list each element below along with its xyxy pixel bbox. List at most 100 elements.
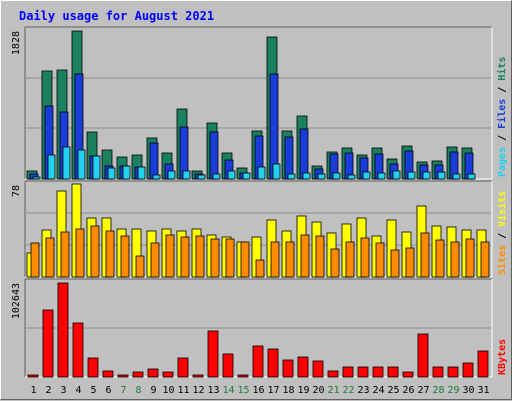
legend-entry: Files xyxy=(496,99,508,135)
x-tick-label-day-10: 10 xyxy=(162,385,174,396)
bar-sites-day-17 xyxy=(270,241,280,278)
bar-sites-day-16 xyxy=(255,259,265,278)
bar-sites-day-2 xyxy=(45,237,55,278)
bar-pages-day-27 xyxy=(422,171,431,180)
x-tick-label-day-29: 29 xyxy=(447,385,459,396)
bar-sites-day-27 xyxy=(420,232,430,278)
bar-kbytes-day-4 xyxy=(72,322,84,378)
x-tick-label-day-27: 27 xyxy=(417,385,429,396)
x-tick-label-day-31: 31 xyxy=(477,385,489,396)
bar-kbytes-day-1 xyxy=(27,374,39,378)
bar-pages-day-4 xyxy=(77,149,86,180)
bar-sites-day-1 xyxy=(30,242,40,278)
legend-entry: / xyxy=(497,233,508,245)
x-tick-label-day-16: 16 xyxy=(252,385,264,396)
bar-pages-day-13 xyxy=(212,173,221,180)
legend-entry: Sites xyxy=(496,245,508,275)
bar-kbytes-day-25 xyxy=(387,366,399,378)
x-tick-label-day-15: 15 xyxy=(237,385,249,396)
y-max-label: 102643 xyxy=(11,283,22,319)
bar-sites-day-29 xyxy=(450,241,460,278)
legend-entry: KBytes xyxy=(497,339,508,375)
bar-kbytes-day-19 xyxy=(297,356,309,378)
bar-kbytes-day-18 xyxy=(282,359,294,378)
bar-pages-day-12 xyxy=(197,174,206,180)
x-tick-label-day-2: 2 xyxy=(45,385,51,396)
bar-kbytes-day-5 xyxy=(87,357,99,378)
bar-sites-day-15 xyxy=(240,241,250,278)
y-max-label: 78 xyxy=(11,185,22,197)
bar-sites-day-9 xyxy=(150,242,160,278)
x-tick-label-day-19: 19 xyxy=(297,385,309,396)
bar-kbytes-day-21 xyxy=(327,370,339,378)
legend-hits_files_pages: Pages / Files / Hits xyxy=(496,57,508,177)
bar-sites-day-3 xyxy=(60,231,70,278)
x-tick-label-day-13: 13 xyxy=(207,385,219,396)
bar-sites-day-25 xyxy=(390,249,400,278)
bar-kbytes-day-3 xyxy=(57,282,69,378)
x-tick-label-day-25: 25 xyxy=(387,385,399,396)
bar-sites-day-28 xyxy=(435,239,445,278)
bar-kbytes-day-22 xyxy=(342,366,354,378)
bar-kbytes-day-6 xyxy=(102,370,114,378)
bar-kbytes-day-27 xyxy=(417,333,429,378)
x-tick-label-day-21: 21 xyxy=(327,385,339,396)
bar-files-day-9 xyxy=(149,142,159,180)
x-tick-label-day-4: 4 xyxy=(75,385,81,396)
legend-entry: Pages xyxy=(497,147,508,177)
x-tick-label-day-17: 17 xyxy=(267,385,279,396)
bar-sites-day-12 xyxy=(195,235,205,278)
bar-pages-day-14 xyxy=(227,170,236,180)
x-tick-label-day-30: 30 xyxy=(462,385,474,396)
x-tick-label-day-1: 1 xyxy=(30,385,36,396)
bar-sites-day-5 xyxy=(90,225,100,278)
bar-pages-day-9 xyxy=(152,174,161,180)
bar-kbytes-day-28 xyxy=(432,366,444,378)
bar-files-day-13 xyxy=(209,131,219,180)
bar-pages-day-18 xyxy=(287,173,296,180)
bar-pages-day-22 xyxy=(347,174,356,180)
x-tick-label-day-22: 22 xyxy=(342,385,354,396)
bar-sites-day-13 xyxy=(210,238,220,278)
bar-kbytes-day-31 xyxy=(477,350,489,378)
bar-pages-day-1 xyxy=(32,176,41,180)
legend-entry: / xyxy=(497,135,508,147)
bar-pages-day-23 xyxy=(362,171,371,180)
legend-entry: / xyxy=(497,87,508,99)
bar-sites-day-11 xyxy=(180,236,190,278)
bar-pages-day-15 xyxy=(242,172,251,180)
bar-pages-day-17 xyxy=(272,163,281,180)
bar-pages-day-25 xyxy=(392,170,401,180)
bar-sites-day-26 xyxy=(405,247,415,278)
bar-pages-day-24 xyxy=(377,172,386,180)
bar-kbytes-day-24 xyxy=(372,366,384,378)
bar-kbytes-day-9 xyxy=(147,368,159,378)
x-tick-label-day-7: 7 xyxy=(120,385,126,396)
bar-kbytes-day-2 xyxy=(42,309,54,378)
bar-kbytes-day-8 xyxy=(132,371,144,378)
bar-files-day-18 xyxy=(284,136,294,180)
bar-files-day-17 xyxy=(269,73,279,180)
bar-kbytes-day-14 xyxy=(222,353,234,378)
bar-pages-day-11 xyxy=(182,170,191,180)
x-tick-label-day-5: 5 xyxy=(90,385,96,396)
legend-entry: Visits xyxy=(496,191,508,233)
bar-pages-day-20 xyxy=(317,173,326,180)
x-tick-label-day-12: 12 xyxy=(192,385,204,396)
bar-kbytes-day-23 xyxy=(357,366,369,378)
bar-sites-day-4 xyxy=(75,228,85,278)
bar-kbytes-day-29 xyxy=(447,366,459,378)
bar-sites-day-20 xyxy=(315,235,325,278)
bar-pages-day-2 xyxy=(47,154,56,180)
x-tick-label-day-23: 23 xyxy=(357,385,369,396)
bar-kbytes-day-11 xyxy=(177,357,189,378)
bar-sites-day-19 xyxy=(300,234,310,278)
bar-pages-day-8 xyxy=(137,166,146,180)
bar-kbytes-day-7 xyxy=(117,374,129,378)
bar-sites-day-8 xyxy=(135,255,145,278)
legend-kbytes: KBytes xyxy=(497,339,508,375)
x-tick-label-day-3: 3 xyxy=(60,385,66,396)
y-max-label: 1828 xyxy=(11,31,22,55)
